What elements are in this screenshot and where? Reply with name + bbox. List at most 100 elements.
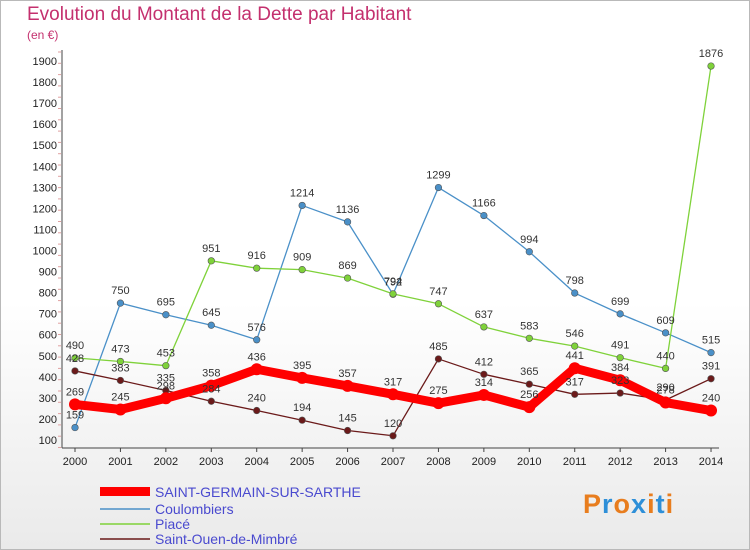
data-point <box>480 211 488 220</box>
y-tick-label: 1500 <box>33 140 57 152</box>
y-tick-label: 1700 <box>33 98 57 110</box>
y-tick-label: 1000 <box>33 246 57 258</box>
data-point <box>616 310 624 318</box>
y-tick-label: 300 <box>39 393 57 405</box>
data-point <box>71 423 79 432</box>
data-point <box>298 201 306 210</box>
data-point <box>253 406 261 415</box>
data-point <box>707 349 715 357</box>
data-label: 194 <box>293 402 311 414</box>
data-label: 298 <box>157 380 175 392</box>
data-label: 412 <box>475 356 493 368</box>
data-label: 256 <box>520 389 538 401</box>
data-point <box>432 397 445 410</box>
y-tick-label: 900 <box>39 267 57 279</box>
data-label: 120 <box>384 418 402 430</box>
y-tick-label: 500 <box>39 351 57 363</box>
data-point <box>296 371 309 384</box>
data-label: 159 <box>66 410 84 422</box>
data-label: 428 <box>66 353 84 365</box>
data-label: 490 <box>66 340 84 352</box>
data-point <box>707 62 715 70</box>
data-label: 994 <box>520 234 538 246</box>
data-point <box>250 363 263 376</box>
data-point <box>343 426 352 435</box>
data-label: 645 <box>202 307 220 319</box>
data-label: 278 <box>656 385 674 397</box>
data-label: 695 <box>157 297 175 309</box>
data-label: 1136 <box>336 204 360 216</box>
data-point <box>116 376 125 385</box>
data-label: 391 <box>702 361 720 373</box>
data-point <box>434 183 443 192</box>
data-point <box>343 274 352 282</box>
y-tick-label: 400 <box>39 372 57 384</box>
data-label: 637 <box>475 309 493 321</box>
data-label: 314 <box>475 377 493 389</box>
data-point <box>389 432 397 440</box>
data-label: 794 <box>384 276 402 288</box>
y-tick-label: 1600 <box>33 119 57 131</box>
data-label: 383 <box>111 362 129 374</box>
y-tick-label: 1900 <box>33 56 57 68</box>
data-point <box>298 416 306 424</box>
y-tick-label: 600 <box>39 330 57 342</box>
data-point <box>207 257 215 265</box>
data-point <box>525 248 533 256</box>
data-label: 699 <box>611 296 629 308</box>
data-point <box>707 375 715 383</box>
data-label: 951 <box>202 243 220 255</box>
data-point <box>116 299 125 307</box>
data-point <box>571 390 579 398</box>
legend-label: SAINT-GERMAIN-SUR-SARTHE <box>155 484 361 500</box>
data-label: 240 <box>248 393 266 405</box>
data-label: 546 <box>566 328 584 340</box>
y-tick-label: 100 <box>39 435 57 447</box>
legend-label: Coulombiers <box>155 501 234 517</box>
data-label: 284 <box>202 383 220 395</box>
data-label: 240 <box>702 393 720 405</box>
data-point <box>705 404 718 417</box>
data-point <box>114 403 127 416</box>
data-label: 491 <box>611 340 629 352</box>
data-label: 269 <box>66 386 84 398</box>
data-label: 1166 <box>472 198 496 210</box>
x-tick-label: 2010 <box>517 456 541 468</box>
data-label: 609 <box>656 315 674 327</box>
data-label: 1214 <box>290 187 314 199</box>
y-tick-label: 1200 <box>33 203 57 215</box>
x-tick-label: 2000 <box>63 456 87 468</box>
proxiti-logo: Proxiti <box>583 489 674 520</box>
data-point <box>480 323 488 331</box>
data-point <box>116 357 125 366</box>
data-point <box>434 355 443 363</box>
x-tick-label: 2002 <box>154 456 178 468</box>
data-point <box>253 264 261 272</box>
x-tick-label: 2007 <box>381 456 405 468</box>
data-point <box>253 336 261 344</box>
y-tick-label: 1800 <box>33 77 57 89</box>
data-label: 515 <box>702 335 720 347</box>
data-label: 275 <box>429 385 447 397</box>
data-point <box>480 370 488 378</box>
data-point <box>661 364 670 373</box>
data-point <box>389 290 397 298</box>
legend-label: Saint-Ouen-de-Mimbré <box>155 531 298 547</box>
logo-letter: P <box>583 489 603 519</box>
data-label: 441 <box>566 350 584 362</box>
data-point <box>571 289 579 297</box>
data-point <box>525 380 533 388</box>
data-label: 473 <box>111 343 129 355</box>
x-tick-label: 2011 <box>563 456 587 468</box>
data-label: 145 <box>338 413 356 425</box>
data-label: 916 <box>248 250 266 262</box>
data-label: 245 <box>111 391 129 403</box>
data-point <box>207 321 215 329</box>
data-point <box>616 389 624 397</box>
x-tick-label: 2001 <box>108 456 132 468</box>
x-tick-label: 2012 <box>608 456 632 468</box>
logo-letter: o <box>613 489 632 519</box>
y-tick-label: 700 <box>39 309 57 321</box>
